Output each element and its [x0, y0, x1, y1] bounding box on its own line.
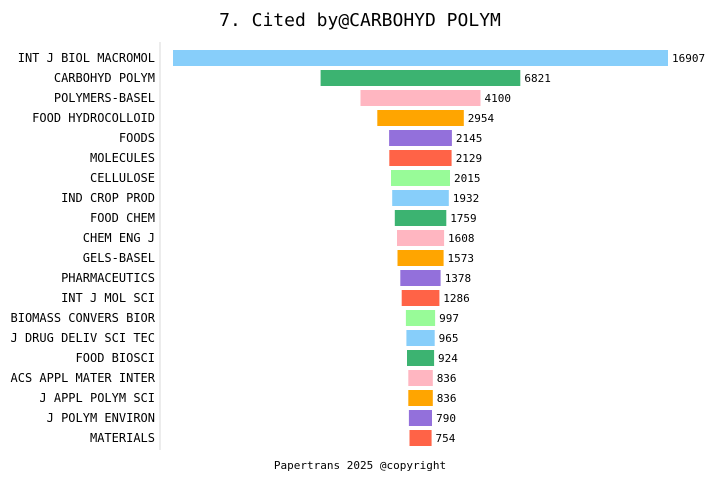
category-label: FOODS	[119, 131, 155, 145]
bar	[377, 110, 464, 126]
category-label: CELLULOSE	[90, 171, 155, 185]
bar	[320, 70, 521, 86]
bar	[408, 410, 432, 426]
value-label: 790	[436, 412, 456, 425]
category-label: BIOMASS CONVERS BIOR	[11, 311, 156, 325]
category-label: FOOD HYDROCOLLOID	[32, 111, 155, 125]
value-label: 924	[438, 352, 458, 365]
category-label: PHARMACEUTICS	[61, 271, 155, 285]
category-label: J POLYM ENVIRON	[47, 411, 155, 425]
bar	[389, 150, 452, 166]
category-label: INT J BIOL MACROMOL	[18, 51, 155, 65]
bar	[397, 230, 445, 246]
value-label: 16907	[672, 52, 705, 65]
value-label: 997	[439, 312, 459, 325]
bar	[406, 330, 435, 346]
bars-group	[173, 50, 668, 446]
bar	[394, 210, 447, 226]
category-label: FOOD BIOSCI	[76, 351, 155, 365]
bar	[407, 350, 435, 366]
copyright-footer: Papertrans 2025 @copyright	[273, 459, 447, 472]
bar	[409, 430, 432, 446]
value-label: 1378	[445, 272, 472, 285]
category-label: ACS APPL MATER INTER	[11, 371, 156, 385]
value-label: 836	[437, 392, 457, 405]
category-label: MATERIALS	[90, 431, 155, 445]
category-labels-group: INT J BIOL MACROMOL CARBOHYD POLYM POLYMER…	[11, 51, 156, 445]
value-label: 1573	[448, 252, 475, 265]
bar	[408, 390, 433, 406]
category-label: J DRUG DELIV SCI TEC	[11, 331, 156, 345]
category-label: FOOD CHEM	[90, 211, 155, 225]
value-label: 1759	[450, 212, 477, 225]
bar	[173, 50, 668, 66]
category-label: POLYMERS-BASEL	[54, 91, 155, 105]
value-label: 1286	[443, 292, 470, 305]
category-label: MOLECULES	[90, 151, 155, 165]
category-label: CHEM ENG J	[83, 231, 155, 245]
value-label: 2954	[468, 112, 495, 125]
value-label: 1608	[448, 232, 475, 245]
bar	[400, 270, 441, 286]
value-label: 6821	[524, 72, 551, 85]
chart-title: 7. Cited by@CARBOHYD POLYM	[219, 10, 501, 31]
value-label: 2145	[456, 132, 483, 145]
value-labels-group: 16907 6821 4100 2954 2145 2129 2015 1932 1759 160…	[436, 52, 706, 445]
value-label: 4100	[485, 92, 512, 105]
category-label: GELS-BASEL	[83, 251, 155, 265]
category-label: IND CROP PROD	[61, 191, 155, 205]
category-label: CARBOHYD POLYM	[54, 71, 155, 85]
value-label: 836	[437, 372, 457, 385]
value-label: 754	[436, 432, 456, 445]
bar	[405, 310, 436, 326]
bar	[360, 90, 481, 106]
bar	[408, 370, 433, 386]
category-label: J APPL POLYM SCI	[39, 391, 155, 405]
value-label: 2129	[456, 152, 483, 165]
value-label: 965	[439, 332, 459, 345]
bar	[389, 130, 452, 146]
bar	[392, 190, 449, 206]
value-label: 1932	[453, 192, 480, 205]
category-label: INT J MOL SCI	[61, 291, 155, 305]
value-label: 2015	[454, 172, 481, 185]
bar	[401, 290, 440, 306]
bar	[397, 250, 444, 266]
bar	[391, 170, 450, 186]
